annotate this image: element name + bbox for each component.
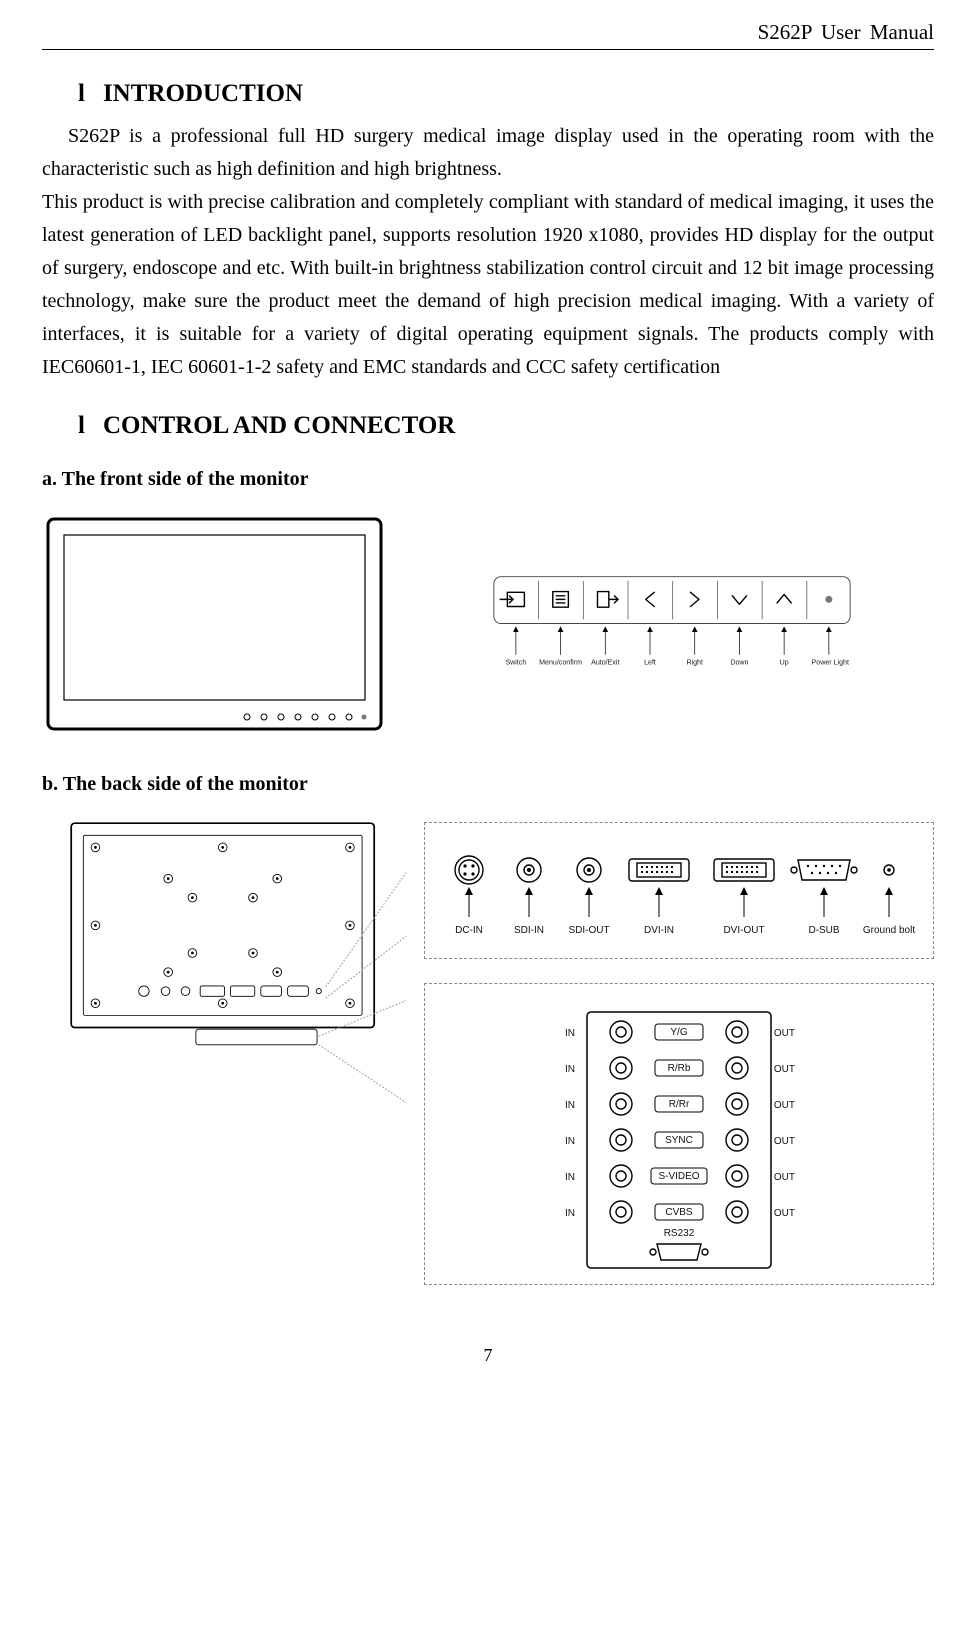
top-port-label-2: SDI-OUT: [568, 925, 609, 936]
arrow-label-0: Switch: [505, 626, 526, 666]
monitor-front-diagram: [42, 513, 387, 743]
button-strip-svg: Switch Menu/confirm Auto/Exit Left Right: [417, 571, 927, 681]
bnc-rows: IN Y/G OUT IN R/Rb: [565, 1021, 795, 1223]
menu-icon: [553, 591, 569, 607]
arrow-label-4: Right: [686, 626, 703, 666]
top-port-label-0: DC-IN: [455, 925, 483, 936]
arrow-label-1: Menu/confirm: [539, 626, 582, 666]
chevron-down-icon: [732, 595, 746, 604]
back-detail-panels: DC-IN SDI-IN SDI-OUT DVI-IN DVI-OUT D-SU…: [424, 818, 934, 1285]
subheading-front: a. The front side of the monitor: [42, 468, 934, 491]
back-port-row-small: [139, 986, 322, 996]
dvi-out-port: [714, 859, 774, 881]
figure-back-side: DC-IN SDI-IN SDI-OUT DVI-IN DVI-OUT D-SU…: [42, 818, 934, 1285]
btn-label-5: Down: [730, 658, 748, 666]
btn-label-1: Menu/confirm: [539, 658, 582, 666]
bnc-out-5: OUT: [774, 1208, 795, 1219]
intro-paragraph-2: This product is with precise calibration…: [42, 186, 934, 384]
bnc-mid-5: CVBS: [665, 1207, 693, 1218]
bnc-in-5: IN: [565, 1208, 575, 1219]
bnc-out-1: OUT: [774, 1064, 795, 1075]
btn-label-2: Auto/Exit: [591, 658, 619, 666]
btn-label-4: Right: [686, 658, 703, 666]
arrow-label-3: Left: [644, 626, 656, 666]
ground-bolt-port: [884, 865, 894, 875]
top-connector-svg: DC-IN SDI-IN SDI-OUT DVI-IN DVI-OUT D-SU…: [439, 845, 919, 945]
bnc-out-4: OUT: [774, 1172, 795, 1183]
bullet-icon: l: [78, 412, 85, 440]
top-port-label-5: D-SUB: [808, 925, 839, 936]
power-light-icon: [825, 595, 832, 602]
page: S262P User Manual l INTRODUCTION S262P i…: [0, 0, 976, 1406]
bnc-out-3: OUT: [774, 1136, 795, 1147]
bullet-icon: l: [78, 80, 85, 108]
sdi-out-port: [577, 858, 601, 882]
bnc-out-0: OUT: [774, 1028, 795, 1039]
chevron-left-icon: [646, 592, 655, 606]
bnc-connector-panel: IN Y/G OUT IN R/Rb: [424, 983, 934, 1285]
rs232-label: RS232: [664, 1228, 695, 1239]
intro-paragraph-1: S262P is a professional full HD surgery …: [42, 120, 934, 186]
button-strip-detail: Switch Menu/confirm Auto/Exit Left Right: [417, 571, 934, 686]
monitor-back-diagram: [42, 818, 406, 1108]
top-port-label-3: DVI-IN: [644, 925, 674, 936]
arrow-label-5: Down: [730, 626, 748, 666]
top-port-label-6: Ground bolt: [863, 925, 915, 936]
btn-label-0: Switch: [505, 658, 526, 666]
bnc-in-1: IN: [565, 1064, 575, 1075]
top-port-arrows: [465, 887, 893, 917]
top-port-label-4: DVI-OUT: [723, 925, 764, 936]
section-control-heading: l CONTROL AND CONNECTOR: [78, 412, 934, 440]
section-introduction-heading: l INTRODUCTION: [78, 80, 934, 108]
chevron-right-icon: [690, 592, 699, 606]
page-number: 7: [42, 1345, 934, 1366]
dc-in-port: [455, 856, 483, 884]
top-port-label-1: SDI-IN: [514, 925, 544, 936]
arrow-label-6: Up: [780, 626, 789, 666]
sdi-in-port: [517, 858, 541, 882]
btn-label-7: Power Light: [812, 658, 849, 666]
bnc-mid-0: Y/G: [670, 1027, 687, 1038]
bnc-in-4: IN: [565, 1172, 575, 1183]
screw-pattern: [91, 843, 354, 1007]
bnc-mid-1: R/Rb: [668, 1063, 691, 1074]
chevron-up-icon: [777, 594, 791, 603]
bnc-in-2: IN: [565, 1100, 575, 1111]
bezel-button-row: [244, 714, 367, 720]
rs232-port: [650, 1244, 708, 1260]
header-title: S262P User Manual: [42, 20, 934, 45]
d-sub-port: [791, 860, 857, 880]
section-control-title: CONTROL AND CONNECTOR: [103, 412, 455, 440]
btn-label-6: Up: [780, 658, 789, 666]
figure-front-side: Switch Menu/confirm Auto/Exit Left Right: [42, 513, 934, 743]
arrow-label-7: Power Light: [812, 626, 849, 666]
header-row: S262P User Manual: [42, 20, 934, 50]
subheading-back: b. The back side of the monitor: [42, 773, 934, 796]
section-introduction-title: INTRODUCTION: [103, 80, 303, 108]
bottom-slot: [196, 1029, 317, 1045]
exit-icon: [597, 591, 618, 607]
bnc-panel-svg: IN Y/G OUT IN R/Rb: [559, 1006, 799, 1276]
bnc-mid-2: R/Rr: [669, 1099, 690, 1110]
dvi-in-port: [629, 859, 689, 881]
bnc-in-3: IN: [565, 1136, 575, 1147]
bnc-mid-3: SYNC: [665, 1135, 693, 1146]
bnc-in-0: IN: [565, 1028, 575, 1039]
bnc-out-2: OUT: [774, 1100, 795, 1111]
arrow-label-2: Auto/Exit: [591, 626, 619, 666]
bnc-mid-4: S-VIDEO: [658, 1171, 699, 1182]
btn-label-3: Left: [644, 658, 656, 666]
switch-icon: [500, 592, 524, 606]
top-connector-panel: DC-IN SDI-IN SDI-OUT DVI-IN DVI-OUT D-SU…: [424, 822, 934, 959]
